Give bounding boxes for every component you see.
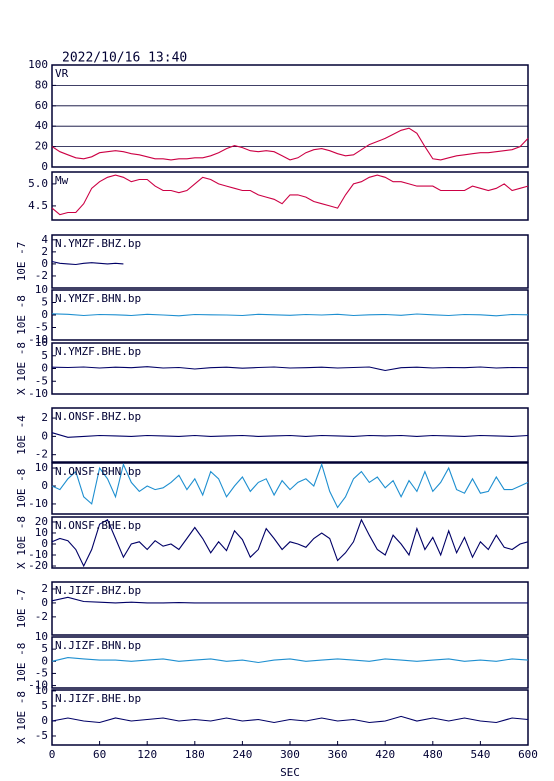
y-tick-label: 5 xyxy=(41,296,48,309)
x-tick-label: 180 xyxy=(185,748,205,761)
y-tick-label: -5 xyxy=(35,729,48,742)
panel-title: N.ONSF.BHE.bp xyxy=(55,519,141,532)
x-tick-label: 60 xyxy=(93,748,106,761)
waveform xyxy=(51,432,529,438)
panel-title: N.ONSF.BHZ.bp xyxy=(55,410,141,423)
y-tick-label: -2 xyxy=(35,610,48,623)
y-tick-label: 5 xyxy=(41,642,48,655)
x-tick-label: 480 xyxy=(423,748,443,761)
panel-frame xyxy=(51,462,529,515)
y-tick-label: 100 xyxy=(28,58,48,71)
panel-frame xyxy=(51,636,529,689)
y-axis-label: X 10E -8 xyxy=(15,516,28,569)
x-axis-label: SEC xyxy=(280,766,300,779)
y-tick-label: -5 xyxy=(35,666,48,679)
x-tick-label: 360 xyxy=(328,748,348,761)
y-tick-label: 2 xyxy=(41,245,48,258)
panel-title: N.YMZF.BHE.bp xyxy=(55,345,141,358)
y-tick-label: 10 xyxy=(35,461,48,474)
y-tick-label: 10 xyxy=(35,283,48,296)
panel-frame xyxy=(51,407,529,463)
y-axis-label: X 10E -8 xyxy=(15,342,28,395)
panel-title: N.JIZF.BHN.bp xyxy=(55,639,141,652)
y-tick-label: 40 xyxy=(35,119,48,132)
y-tick-label: 10 xyxy=(35,630,48,643)
y-axis-label: 10E -8 xyxy=(15,469,28,509)
x-tick-label: 120 xyxy=(137,748,157,761)
y-tick-label: 10 xyxy=(35,526,48,539)
y-tick-label: 10 xyxy=(35,336,48,349)
y-tick-label: 4.5 xyxy=(28,199,48,212)
y-tick-label: 2 xyxy=(41,411,48,424)
y-tick-label: 5 xyxy=(41,349,48,362)
x-tick-label: 300 xyxy=(280,748,300,761)
y-tick-label: -2 xyxy=(35,448,48,461)
y-tick-label: 0 xyxy=(41,308,48,321)
waveform xyxy=(51,260,124,266)
y-tick-label: 0 xyxy=(41,362,48,375)
waveform xyxy=(51,518,529,568)
waveform xyxy=(51,366,529,372)
y-tick-label: 0 xyxy=(41,714,48,727)
y-tick-label: 5 xyxy=(41,699,48,712)
panel-title: N.ONSF.BHN.bp xyxy=(55,465,141,478)
waveform xyxy=(51,657,529,664)
panel-frame xyxy=(51,516,529,569)
y-tick-label: 10 xyxy=(35,684,48,697)
y-tick-label: 0 xyxy=(41,596,48,609)
panel-title: N.JIZF.BHE.bp xyxy=(55,692,141,705)
panel-frame xyxy=(51,581,529,636)
y-tick-label: 20 xyxy=(35,515,48,528)
y-axis-label: 10E -7 xyxy=(15,242,28,282)
y-tick-label: -10 xyxy=(28,679,48,692)
y-tick-label: -10 xyxy=(28,387,48,400)
x-tick-label: 600 xyxy=(518,748,538,761)
y-tick-label: 0 xyxy=(41,257,48,270)
y-axis-label: 10E -8 xyxy=(15,295,28,335)
x-tick-label: 540 xyxy=(470,748,490,761)
y-axis-label: 10E -4 xyxy=(15,415,28,455)
panel-title: N.YMZF.BHN.bp xyxy=(55,292,141,305)
y-tick-label: -10 xyxy=(28,333,48,346)
y-axis-label: 10E -7 xyxy=(15,589,28,629)
timestamp: 2022/10/16 13:40 xyxy=(62,51,187,66)
panel-title: Mw xyxy=(55,174,69,187)
y-axis-label: 10E -8 xyxy=(15,643,28,683)
y-tick-label: -10 xyxy=(28,548,48,561)
panel-title: N.YMZF.BHZ.bp xyxy=(55,237,141,250)
x-tick-label: 240 xyxy=(232,748,252,761)
waveform xyxy=(51,174,529,216)
y-tick-label: -5 xyxy=(35,374,48,387)
waveform xyxy=(51,127,529,161)
y-tick-label: 0 xyxy=(41,160,48,173)
y-tick-label: 0 xyxy=(41,429,48,442)
y-tick-label: -20 xyxy=(28,559,48,572)
x-tick-label: 0 xyxy=(49,748,56,761)
y-tick-label: 80 xyxy=(35,78,48,91)
y-tick-label: 5.0 xyxy=(28,177,48,190)
y-tick-label: 0 xyxy=(41,537,48,550)
y-tick-label: 20 xyxy=(35,140,48,153)
y-tick-label: 4 xyxy=(41,233,48,246)
y-tick-label: 0 xyxy=(41,479,48,492)
panel-frame xyxy=(51,171,529,221)
waveform xyxy=(51,596,528,604)
y-axis-label: X 10E -8 xyxy=(15,691,28,744)
waveform xyxy=(51,313,529,317)
x-tick-label: 420 xyxy=(375,748,395,761)
waveform xyxy=(51,462,529,509)
waveform xyxy=(51,715,529,724)
y-tick-label: -10 xyxy=(28,497,48,510)
y-tick-label: 60 xyxy=(35,99,48,112)
y-tick-label: 0 xyxy=(41,654,48,667)
y-tick-label: -2 xyxy=(35,269,48,282)
panel-title: N.JIZF.BHZ.bp xyxy=(55,584,141,597)
y-tick-label: 2 xyxy=(41,582,48,595)
panel-title: VR xyxy=(55,67,69,80)
y-tick-label: -5 xyxy=(35,321,48,334)
